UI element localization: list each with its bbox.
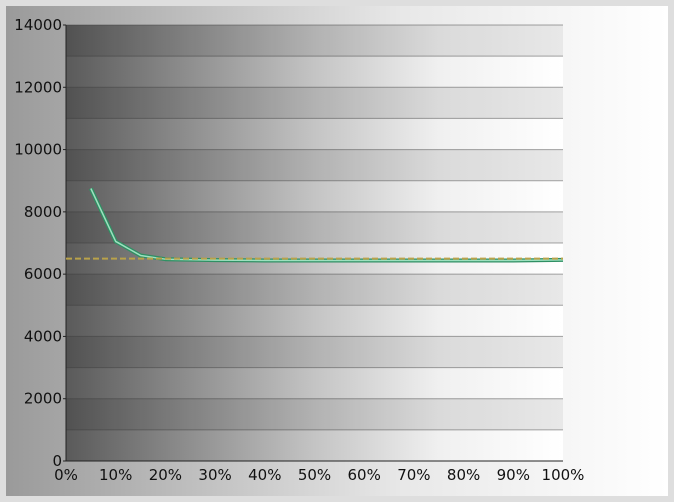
y-tick-label: 10000 — [14, 141, 62, 159]
y-tick-label: 6000 — [24, 265, 62, 283]
x-tick-label: 30% — [198, 466, 231, 484]
plot-band — [66, 149, 563, 181]
y-tick-labels: 0 2000 4000 6000 8000 10000 12000 14000 — [14, 16, 66, 470]
x-tick-labels: 0% 10% 20% 30% 40% 50% 60% 70% 80% 90% 100% — [54, 466, 584, 484]
y-tick-label: 12000 — [14, 78, 62, 96]
x-tick-label: 100% — [542, 466, 585, 484]
x-tick-label: 70% — [397, 466, 430, 484]
x-tick-label: 50% — [298, 466, 331, 484]
gridlines — [66, 24, 563, 431]
x-tick-label: 80% — [447, 466, 480, 484]
x-tick-label: 20% — [149, 466, 182, 484]
x-tick-label: 90% — [497, 466, 530, 484]
y-tick-label: 0 — [52, 452, 62, 470]
series-layer — [66, 187, 564, 263]
plot-band — [66, 398, 563, 430]
x-tick-label: 10% — [99, 466, 132, 484]
y-tick-label: 4000 — [24, 327, 62, 345]
plot-band — [66, 25, 563, 57]
plot-area-background — [66, 25, 563, 461]
y-tick-label: 2000 — [24, 390, 62, 408]
plot-band — [66, 274, 563, 306]
plot-band — [66, 336, 563, 368]
y-tick-label: 14000 — [14, 16, 62, 34]
y-tick-label: 8000 — [24, 203, 62, 221]
plot-bands — [66, 25, 563, 430]
plot-band — [66, 87, 563, 119]
x-tick-label: 40% — [248, 466, 281, 484]
plot-band — [66, 211, 563, 243]
x-tick-label: 0% — [54, 466, 78, 484]
x-tick-label: 60% — [348, 466, 381, 484]
series-line-measured-highlight — [90, 188, 564, 262]
